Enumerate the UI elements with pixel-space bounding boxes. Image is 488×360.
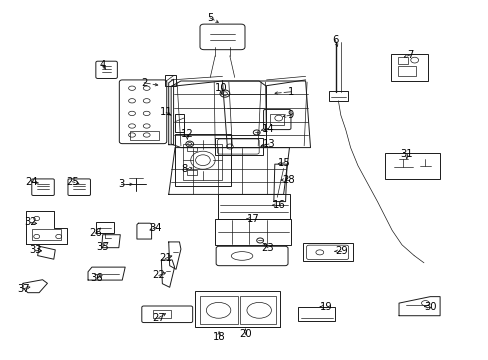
- Bar: [303, 243, 352, 261]
- Bar: [96, 222, 114, 233]
- Text: 8: 8: [182, 164, 187, 174]
- Bar: [175, 114, 183, 132]
- Bar: [165, 75, 176, 86]
- Text: 9: 9: [287, 110, 294, 120]
- Bar: [328, 91, 347, 101]
- Text: 6: 6: [331, 35, 338, 45]
- Bar: [187, 147, 197, 151]
- Text: 20: 20: [239, 329, 251, 339]
- Text: 14: 14: [261, 123, 274, 134]
- Text: 11: 11: [160, 107, 172, 117]
- Bar: [194, 291, 280, 327]
- Bar: [183, 144, 222, 180]
- Bar: [199, 296, 237, 324]
- Text: 33: 33: [29, 245, 41, 255]
- Bar: [397, 57, 407, 64]
- Text: 15: 15: [278, 158, 290, 168]
- Bar: [129, 131, 159, 140]
- Text: 19: 19: [320, 302, 332, 312]
- Text: 31: 31: [400, 149, 412, 159]
- Text: 4: 4: [100, 60, 105, 70]
- Text: 16: 16: [273, 200, 285, 210]
- Bar: [152, 310, 171, 318]
- Bar: [239, 296, 276, 324]
- Bar: [270, 114, 284, 125]
- Text: 13: 13: [262, 139, 275, 149]
- Text: 21: 21: [159, 253, 171, 264]
- Text: 36: 36: [90, 273, 103, 283]
- Text: 30: 30: [423, 302, 436, 312]
- Bar: [174, 134, 231, 186]
- Text: 17: 17: [246, 214, 259, 224]
- Text: 25: 25: [66, 177, 79, 187]
- Text: 37: 37: [17, 284, 30, 294]
- Text: 12: 12: [181, 129, 193, 139]
- Text: 34: 34: [149, 222, 162, 233]
- Bar: [215, 138, 263, 155]
- Bar: [215, 219, 290, 245]
- Text: 3: 3: [118, 179, 124, 189]
- Bar: [397, 66, 415, 76]
- Text: 22: 22: [152, 270, 165, 280]
- Bar: [384, 153, 439, 179]
- Text: 23: 23: [261, 243, 274, 253]
- Bar: [390, 54, 427, 81]
- Text: 18: 18: [212, 332, 225, 342]
- Bar: [32, 229, 61, 240]
- Text: 35: 35: [96, 242, 109, 252]
- Text: 10: 10: [215, 83, 227, 93]
- Text: 28: 28: [282, 175, 294, 185]
- Text: 2: 2: [141, 78, 147, 88]
- Bar: [187, 170, 197, 175]
- Text: 7: 7: [407, 50, 413, 60]
- Text: 5: 5: [206, 13, 213, 23]
- Text: 24: 24: [25, 177, 38, 187]
- Text: 27: 27: [152, 312, 165, 323]
- Text: 29: 29: [334, 246, 347, 256]
- Text: 26: 26: [89, 228, 102, 238]
- Bar: [217, 194, 289, 219]
- Text: 32: 32: [24, 217, 37, 228]
- Bar: [298, 307, 334, 321]
- Text: 1: 1: [287, 87, 294, 97]
